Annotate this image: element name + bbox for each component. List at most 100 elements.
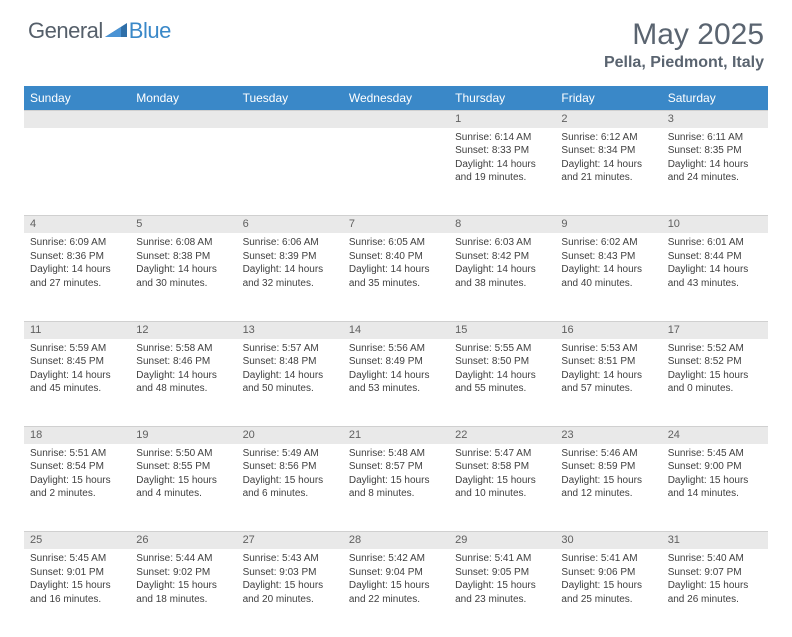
day-content-cell: Sunrise: 5:59 AMSunset: 8:45 PMDaylight:… bbox=[24, 339, 130, 427]
sunrise-line: Sunrise: 6:09 AM bbox=[30, 236, 124, 250]
day-number-cell: 28 bbox=[343, 532, 449, 549]
day-number-cell: 18 bbox=[24, 427, 130, 444]
day-content-row: Sunrise: 5:51 AMSunset: 8:54 PMDaylight:… bbox=[24, 444, 768, 532]
title-block: May 2025 Pella, Piedmont, Italy bbox=[604, 18, 764, 72]
day-number-cell: 1 bbox=[449, 111, 555, 128]
day-header: Tuesday bbox=[237, 86, 343, 111]
sunset-line: Sunset: 9:04 PM bbox=[349, 566, 443, 580]
day-number-cell bbox=[24, 111, 130, 128]
daylight-line: Daylight: 15 hours and 0 minutes. bbox=[668, 369, 762, 396]
daylight-line: Daylight: 15 hours and 22 minutes. bbox=[349, 579, 443, 606]
daylight-line: Daylight: 14 hours and 45 minutes. bbox=[30, 369, 124, 396]
day-content-cell: Sunrise: 6:14 AMSunset: 8:33 PMDaylight:… bbox=[449, 128, 555, 216]
daylight-line: Daylight: 14 hours and 27 minutes. bbox=[30, 263, 124, 290]
day-content-cell bbox=[237, 128, 343, 216]
day-content-cell: Sunrise: 5:40 AMSunset: 9:07 PMDaylight:… bbox=[662, 549, 768, 637]
day-number-cell: 12 bbox=[130, 321, 236, 338]
day-content-cell: Sunrise: 5:49 AMSunset: 8:56 PMDaylight:… bbox=[237, 444, 343, 532]
sunset-line: Sunset: 8:56 PM bbox=[243, 460, 337, 474]
daylight-line: Daylight: 15 hours and 4 minutes. bbox=[136, 474, 230, 501]
day-content-cell: Sunrise: 5:56 AMSunset: 8:49 PMDaylight:… bbox=[343, 339, 449, 427]
sunrise-line: Sunrise: 5:41 AM bbox=[561, 552, 655, 566]
day-number-cell: 20 bbox=[237, 427, 343, 444]
sunset-line: Sunset: 9:06 PM bbox=[561, 566, 655, 580]
day-content-row: Sunrise: 5:59 AMSunset: 8:45 PMDaylight:… bbox=[24, 339, 768, 427]
sunrise-line: Sunrise: 5:56 AM bbox=[349, 342, 443, 356]
day-number-cell: 23 bbox=[555, 427, 661, 444]
day-number-cell: 8 bbox=[449, 216, 555, 233]
sunset-line: Sunset: 8:35 PM bbox=[668, 144, 762, 158]
daylight-line: Daylight: 14 hours and 50 minutes. bbox=[243, 369, 337, 396]
day-header: Sunday bbox=[24, 86, 130, 111]
day-number-cell bbox=[237, 111, 343, 128]
day-content-cell: Sunrise: 5:51 AMSunset: 8:54 PMDaylight:… bbox=[24, 444, 130, 532]
day-content-cell: Sunrise: 5:58 AMSunset: 8:46 PMDaylight:… bbox=[130, 339, 236, 427]
sunset-line: Sunset: 8:51 PM bbox=[561, 355, 655, 369]
day-number-row: 11121314151617 bbox=[24, 321, 768, 338]
daylight-line: Daylight: 15 hours and 18 minutes. bbox=[136, 579, 230, 606]
day-number-cell bbox=[343, 111, 449, 128]
sunrise-line: Sunrise: 6:14 AM bbox=[455, 131, 549, 145]
day-content-row: Sunrise: 6:14 AMSunset: 8:33 PMDaylight:… bbox=[24, 128, 768, 216]
sunrise-line: Sunrise: 5:47 AM bbox=[455, 447, 549, 461]
day-number-cell: 5 bbox=[130, 216, 236, 233]
sunset-line: Sunset: 8:44 PM bbox=[668, 250, 762, 264]
day-header: Friday bbox=[555, 86, 661, 111]
day-content-cell: Sunrise: 6:08 AMSunset: 8:38 PMDaylight:… bbox=[130, 233, 236, 321]
sunset-line: Sunset: 8:34 PM bbox=[561, 144, 655, 158]
sunset-line: Sunset: 8:46 PM bbox=[136, 355, 230, 369]
day-number-cell: 31 bbox=[662, 532, 768, 549]
day-content-cell: Sunrise: 6:03 AMSunset: 8:42 PMDaylight:… bbox=[449, 233, 555, 321]
day-content-row: Sunrise: 5:45 AMSunset: 9:01 PMDaylight:… bbox=[24, 549, 768, 637]
sunrise-line: Sunrise: 6:03 AM bbox=[455, 236, 549, 250]
day-content-cell: Sunrise: 5:55 AMSunset: 8:50 PMDaylight:… bbox=[449, 339, 555, 427]
day-number-cell: 21 bbox=[343, 427, 449, 444]
day-number-cell: 3 bbox=[662, 111, 768, 128]
sunset-line: Sunset: 9:07 PM bbox=[668, 566, 762, 580]
day-content-cell: Sunrise: 5:57 AMSunset: 8:48 PMDaylight:… bbox=[237, 339, 343, 427]
sunset-line: Sunset: 8:39 PM bbox=[243, 250, 337, 264]
daylight-line: Daylight: 14 hours and 30 minutes. bbox=[136, 263, 230, 290]
logo-text-blue: Blue bbox=[129, 18, 171, 44]
day-number-cell: 19 bbox=[130, 427, 236, 444]
day-number-row: 123 bbox=[24, 111, 768, 128]
sunrise-line: Sunrise: 5:59 AM bbox=[30, 342, 124, 356]
sunrise-line: Sunrise: 6:05 AM bbox=[349, 236, 443, 250]
daylight-line: Daylight: 14 hours and 38 minutes. bbox=[455, 263, 549, 290]
daylight-line: Daylight: 15 hours and 20 minutes. bbox=[243, 579, 337, 606]
sunrise-line: Sunrise: 5:45 AM bbox=[668, 447, 762, 461]
daylight-line: Daylight: 15 hours and 12 minutes. bbox=[561, 474, 655, 501]
sunset-line: Sunset: 8:57 PM bbox=[349, 460, 443, 474]
day-content-cell: Sunrise: 5:50 AMSunset: 8:55 PMDaylight:… bbox=[130, 444, 236, 532]
daylight-line: Daylight: 14 hours and 21 minutes. bbox=[561, 158, 655, 185]
day-content-cell bbox=[343, 128, 449, 216]
sunrise-line: Sunrise: 6:12 AM bbox=[561, 131, 655, 145]
day-number-row: 18192021222324 bbox=[24, 427, 768, 444]
sunrise-line: Sunrise: 5:58 AM bbox=[136, 342, 230, 356]
daylight-line: Daylight: 14 hours and 35 minutes. bbox=[349, 263, 443, 290]
daylight-line: Daylight: 15 hours and 14 minutes. bbox=[668, 474, 762, 501]
sunrise-line: Sunrise: 5:46 AM bbox=[561, 447, 655, 461]
daylight-line: Daylight: 14 hours and 57 minutes. bbox=[561, 369, 655, 396]
daylight-line: Daylight: 15 hours and 10 minutes. bbox=[455, 474, 549, 501]
sunset-line: Sunset: 8:49 PM bbox=[349, 355, 443, 369]
sunset-line: Sunset: 9:01 PM bbox=[30, 566, 124, 580]
sunrise-line: Sunrise: 6:06 AM bbox=[243, 236, 337, 250]
sunrise-line: Sunrise: 5:50 AM bbox=[136, 447, 230, 461]
day-content-cell: Sunrise: 5:41 AMSunset: 9:06 PMDaylight:… bbox=[555, 549, 661, 637]
day-number-cell: 24 bbox=[662, 427, 768, 444]
day-content-row: Sunrise: 6:09 AMSunset: 8:36 PMDaylight:… bbox=[24, 233, 768, 321]
day-number-row: 45678910 bbox=[24, 216, 768, 233]
day-content-cell: Sunrise: 6:12 AMSunset: 8:34 PMDaylight:… bbox=[555, 128, 661, 216]
day-content-cell: Sunrise: 6:02 AMSunset: 8:43 PMDaylight:… bbox=[555, 233, 661, 321]
daylight-line: Daylight: 14 hours and 32 minutes. bbox=[243, 263, 337, 290]
day-content-cell: Sunrise: 5:47 AMSunset: 8:58 PMDaylight:… bbox=[449, 444, 555, 532]
sunrise-line: Sunrise: 6:01 AM bbox=[668, 236, 762, 250]
day-number-cell: 9 bbox=[555, 216, 661, 233]
day-number-cell: 16 bbox=[555, 321, 661, 338]
sunset-line: Sunset: 8:54 PM bbox=[30, 460, 124, 474]
sunset-line: Sunset: 8:36 PM bbox=[30, 250, 124, 264]
sunrise-line: Sunrise: 5:57 AM bbox=[243, 342, 337, 356]
sunset-line: Sunset: 8:43 PM bbox=[561, 250, 655, 264]
sunrise-line: Sunrise: 5:55 AM bbox=[455, 342, 549, 356]
